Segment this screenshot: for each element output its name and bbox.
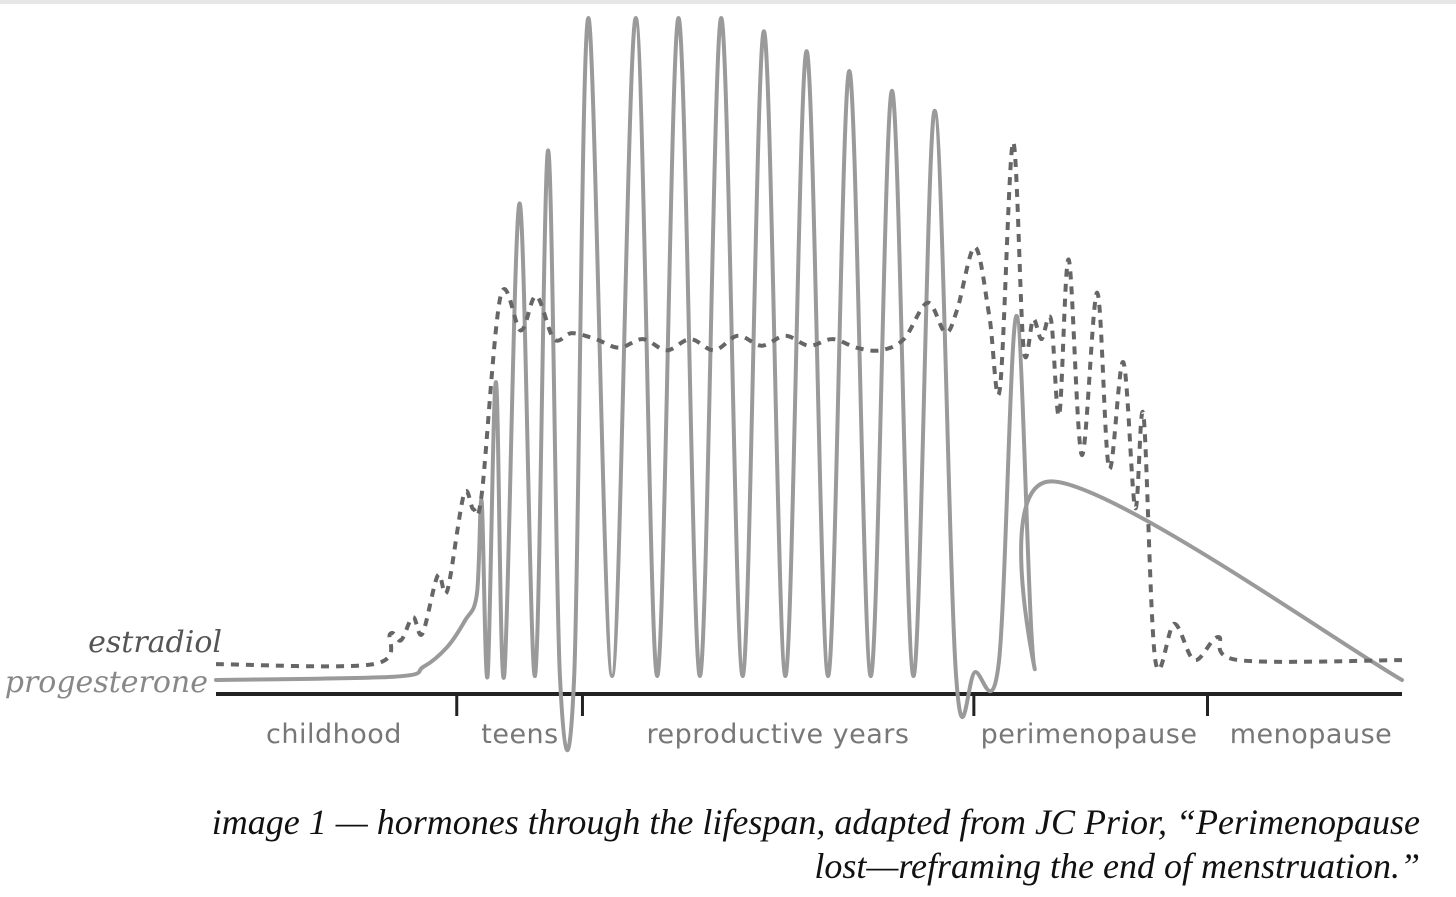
top-divider xyxy=(0,0,1456,4)
phase-label-childhood: childhood xyxy=(266,719,402,750)
figure-caption: image 1 — hormones through the lifespan,… xyxy=(40,800,1420,888)
phase-ticks xyxy=(455,696,1209,716)
caption-line-2: lost—reframing the end of menstruation.” xyxy=(814,846,1420,886)
phase-label-reproductive-years: reproductive years xyxy=(647,719,910,750)
phase-label-menopause: menopause xyxy=(1230,719,1393,750)
estradiol-line xyxy=(215,140,1403,672)
phase-label-teens: teens xyxy=(481,719,559,750)
caption-line-1: image 1 — hormones through the lifespan,… xyxy=(211,802,1420,842)
progesterone-label: progesterone xyxy=(5,665,208,700)
progesterone-line xyxy=(214,16,1404,753)
hormone-lifespan-chart: estradiol progesterone childhood teens r… xyxy=(5,16,1404,753)
phase-label-perimenopause: perimenopause xyxy=(981,719,1198,750)
estradiol-label: estradiol xyxy=(88,625,222,660)
